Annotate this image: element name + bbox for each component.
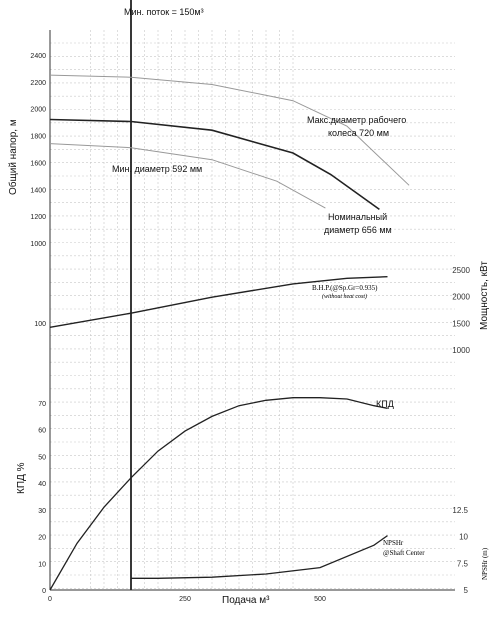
efficiency-tick-label: 40 (38, 481, 46, 488)
power-left-tick-label: 100 (34, 321, 46, 328)
head-tick-label: 2400 (30, 53, 46, 60)
efficiency-tick-label: 0 (42, 588, 46, 595)
efficiency-tick-label: 20 (38, 535, 46, 542)
plot-frame (49, 0, 455, 591)
head-curve-min-diameter (49, 143, 326, 209)
npsh-tick-label: 7.5 (457, 559, 469, 568)
npsh-curve (131, 535, 388, 579)
series-label-max-diameter-line1: Макс.диаметр рабочего (307, 115, 406, 125)
power-axis-title: Мощность, кВт (479, 261, 490, 330)
power-tick-label: 1500 (452, 319, 470, 328)
x-tick-label: 500 (314, 596, 326, 603)
x-tick-label: 250 (179, 596, 191, 603)
efficiency-series-label: КПД (376, 399, 394, 409)
head-tick-label: 1200 (30, 214, 46, 221)
x-tick-label: 0 (48, 596, 52, 603)
head-tick-label: 2200 (30, 80, 46, 87)
series-label-nominal-line1: Номинальный (328, 212, 387, 222)
head-curve-max-diameter (49, 74, 410, 186)
npsh-tick-label: 12.5 (452, 506, 468, 515)
annotation-layer: Мин. поток = 150м³ Макс.диаметр рабочего… (7, 7, 490, 606)
head-axis-title: Общий напор, м (7, 119, 19, 195)
power-series-note: (without heat cost) (322, 293, 367, 300)
npsh-series-label: NPSHr (383, 539, 404, 547)
efficiency-tick-label: 10 (38, 561, 46, 568)
series-layer (49, 74, 410, 591)
efficiency-curve (49, 397, 388, 591)
head-tick-label: 1000 (30, 241, 46, 248)
series-label-nominal-line2: диаметр 656 мм (324, 225, 392, 235)
npsh-axis-title: NPSHr (m) (481, 547, 489, 580)
efficiency-tick-label: 50 (38, 454, 46, 461)
power-tick-label: 2000 (452, 293, 470, 302)
npsh-tick-label: 10 (459, 533, 468, 542)
efficiency-tick-label: 30 (38, 508, 46, 515)
power-tick-label: 1000 (452, 346, 470, 355)
head-tick-label: 2000 (30, 107, 46, 114)
head-tick-label: 1800 (30, 134, 46, 141)
head-tick-label: 1600 (30, 160, 46, 167)
tick-layer: 2400220020001800160014001200100010070605… (30, 53, 470, 603)
power-series-label: B.H.P.(@Sp.Gr=0.935) (312, 284, 378, 292)
min-flow-label: Мин. поток = 150м³ (124, 7, 204, 17)
efficiency-axis-title: КПД % (16, 462, 27, 494)
series-label-max-diameter-line2: колеса 720 мм (328, 128, 389, 138)
x-axis-title: Подача м³ (222, 595, 270, 606)
npsh-tick-label: 5 (464, 586, 469, 595)
npsh-series-note: @Shaft Center (383, 549, 425, 557)
efficiency-tick-label: 70 (38, 401, 46, 408)
power-tick-label: 2500 (452, 266, 470, 275)
head-curve-nominal-diameter (49, 118, 380, 211)
head-tick-label: 1400 (30, 187, 46, 194)
power-curve (49, 276, 388, 328)
grid (50, 30, 455, 590)
efficiency-tick-label: 60 (38, 428, 46, 435)
series-label-min-diameter: Мин. диаметр 592 мм (112, 164, 202, 174)
